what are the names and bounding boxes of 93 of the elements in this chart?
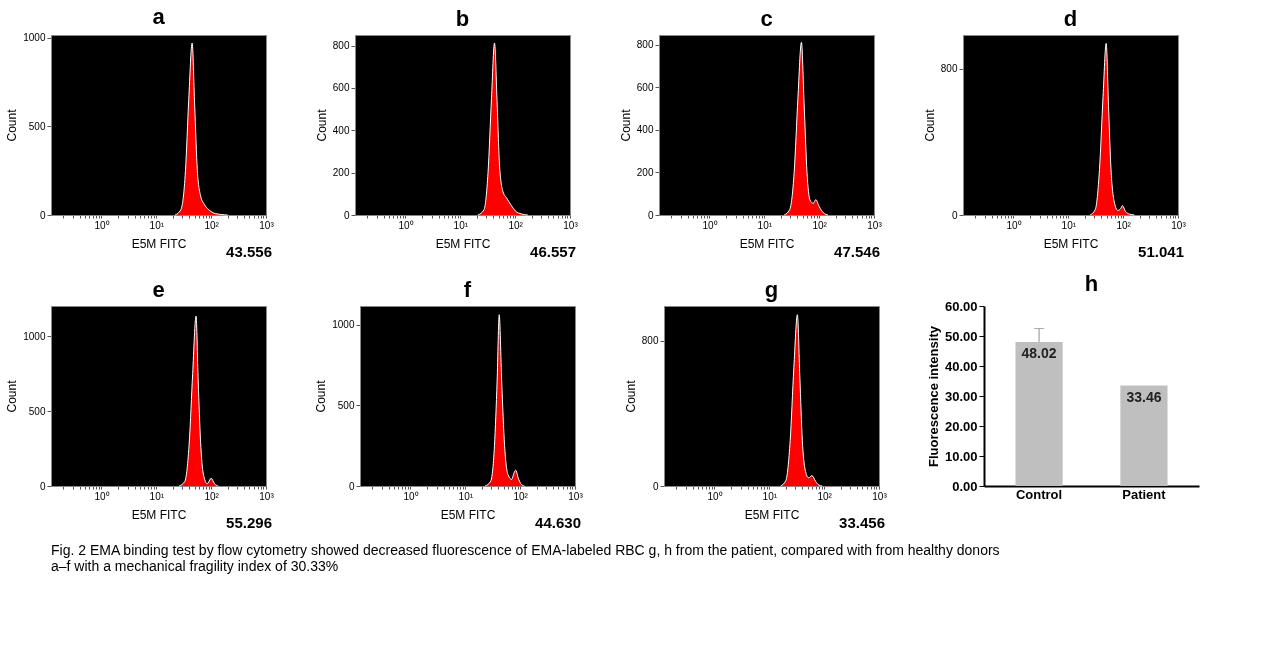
y-tick-label: 800 — [641, 335, 659, 347]
y-tick-label: 0 — [348, 480, 355, 492]
y-tick-label: 30.00 — [944, 388, 978, 404]
text: 46.557 — [530, 243, 576, 260]
x-tick-label: 10¹ — [149, 219, 165, 231]
y-tick-label: 500 — [28, 120, 46, 132]
text: 43.556 — [226, 243, 272, 260]
x-axis-title: E5M FITC — [435, 236, 491, 251]
x-axis-title: E5M FITC — [440, 507, 496, 522]
x-tick-label: 10³ — [563, 219, 579, 231]
text: 55.296 — [226, 514, 272, 531]
y-tick-label: 1000 — [23, 32, 46, 44]
text: 51.041 — [1138, 243, 1184, 260]
x-tick-label: 10¹ — [458, 490, 474, 502]
y-tick-label: 0.00 — [952, 478, 978, 494]
x-tick-label: 10² — [204, 490, 220, 502]
y-tick-label: 10.00 — [944, 448, 978, 464]
chart-title: f — [463, 277, 472, 302]
y-tick-label: 500 — [28, 405, 46, 417]
y-tick-label: 0 — [951, 209, 958, 221]
y-tick-label: 800 — [940, 63, 958, 75]
y-tick-label: 60.00 — [944, 298, 978, 314]
y-tick-label: 0 — [343, 209, 350, 221]
x-tick-label: 10³ — [1171, 219, 1187, 231]
x-tick-label: 10¹ — [149, 490, 165, 502]
y-tick-label: 50.00 — [944, 328, 978, 344]
y-axis-title: Count — [623, 379, 638, 413]
caption: Fig. 2 EMA binding test by flow cytometry showed decreased fluorescence of EMA-labeled RBC g, h from the patient, compared with from healthy donors a–f with a mechanical fragility index of 30.33% — [51, 542, 1000, 574]
x-tick-label: 10² — [508, 219, 524, 231]
y-tick-label: 40.00 — [944, 358, 978, 374]
x-tick-label: 10⁰ — [702, 219, 718, 231]
y-tick-label: 200 — [636, 166, 654, 178]
y-tick-label: 600 — [636, 81, 654, 93]
x-tick-label: 10¹ — [453, 219, 469, 231]
y-tick-label: 20.00 — [944, 418, 978, 434]
x-tick-label: 10² — [817, 490, 833, 502]
data-label: 33.46 — [1126, 388, 1162, 405]
x-axis-title: E5M FITC — [1043, 236, 1099, 251]
y-tick-label: 0 — [652, 480, 659, 492]
x-tick-label: 10³ — [259, 219, 275, 231]
chart-title: g — [764, 277, 779, 302]
x-tick-label: 10³ — [259, 490, 275, 502]
chart-title: c — [760, 6, 773, 31]
x-axis-title: E5M FITC — [739, 236, 795, 251]
y-tick-label: 200 — [332, 167, 350, 179]
x-tick-label: 10² — [513, 490, 529, 502]
x-tick-label: 10³ — [568, 490, 584, 502]
y-tick-label: 500 — [337, 399, 355, 411]
y-tick-label: 400 — [332, 124, 350, 136]
y-tick-label: 400 — [636, 124, 654, 136]
y-tick-label: 800 — [636, 39, 654, 51]
x-tick-label: 10¹ — [1061, 219, 1077, 231]
y-tick-label: 0 — [39, 209, 46, 221]
x-tick-label: 10³ — [872, 490, 888, 502]
text: 33.456 — [839, 514, 885, 531]
data-label: 48.02 — [1021, 344, 1057, 361]
y-tick-label: 1000 — [332, 319, 355, 331]
x-tick-label: 10⁰ — [94, 490, 110, 502]
x-tick-label: Control — [1015, 486, 1063, 502]
x-axis-title: E5M FITC — [131, 507, 187, 522]
y-axis-title: Count — [5, 108, 20, 142]
chart-title: e — [152, 277, 165, 302]
x-tick-label: 10⁰ — [707, 490, 723, 502]
x-tick-label: 10² — [1116, 219, 1132, 231]
y-tick-label: 0 — [39, 480, 46, 492]
x-tick-label: 10⁰ — [94, 219, 110, 231]
y-tick-label: 1000 — [23, 330, 46, 342]
y-axis-title: Count — [314, 108, 329, 142]
x-tick-label: 10² — [812, 219, 828, 231]
x-tick-label: 10³ — [867, 219, 883, 231]
x-axis-title: E5M FITC — [131, 236, 187, 251]
text: 44.630 — [535, 514, 581, 531]
chart-title: a — [152, 3, 166, 29]
x-tick-label: 10¹ — [762, 490, 778, 502]
y-tick-label: 600 — [332, 82, 350, 94]
y-axis-title: Fluorescence intensity — [925, 325, 941, 467]
text: 47.546 — [834, 243, 880, 260]
y-tick-label: 0 — [647, 209, 654, 221]
chart-title: d — [1063, 6, 1078, 31]
x-tick-label: 10⁰ — [398, 219, 414, 231]
y-axis-title: Count — [314, 379, 329, 413]
y-axis-title: Count — [922, 108, 937, 142]
x-tick-label: 10⁰ — [1006, 219, 1022, 231]
y-axis-title: Count — [5, 379, 20, 413]
x-tick-label: 10² — [204, 219, 220, 231]
y-axis-title: Count — [618, 108, 633, 142]
x-axis-title: E5M FITC — [744, 507, 800, 522]
chart-title: h — [1084, 271, 1099, 296]
y-tick-label: 800 — [332, 40, 350, 52]
x-tick-label: 10¹ — [757, 219, 773, 231]
chart-title: b — [455, 6, 470, 31]
x-tick-label: 10⁰ — [403, 490, 419, 502]
x-tick-label: Patient — [1122, 486, 1167, 502]
